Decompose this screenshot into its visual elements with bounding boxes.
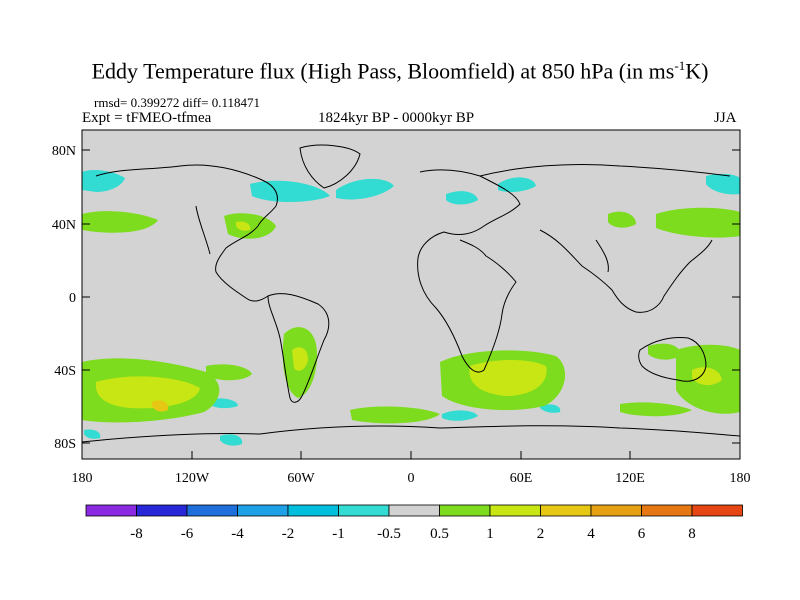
anomaly-cyan-north-atlantic-east — [336, 178, 394, 200]
colorbar-swatch — [287, 504, 339, 517]
lon-label-180w: 180 — [72, 471, 93, 486]
anomaly-green-indian-ocean — [648, 343, 681, 360]
colorbar-label: 0.5 — [430, 526, 449, 542]
colorbar-swatch — [691, 504, 743, 517]
coast-antarctica — [81, 425, 741, 443]
anomaly-green-asia-east — [608, 211, 636, 228]
anomaly-cyan-europe — [446, 191, 478, 205]
lat-label-0: 0 — [69, 291, 76, 306]
coast-asia — [479, 163, 731, 313]
colorbar-swatch — [136, 504, 188, 517]
colorbar-swatch — [388, 504, 440, 517]
colorbar-swatch — [540, 504, 592, 517]
colorbar — [85, 504, 743, 517]
coast-south-america — [267, 293, 330, 403]
anomaly-green-north-pacific-east — [656, 207, 740, 238]
anomaly-yellow-north-america — [236, 221, 251, 231]
colorbar-swatch — [85, 504, 137, 517]
colorbar-swatch — [237, 504, 289, 517]
colorbar-label: -1 — [332, 526, 345, 542]
colorbar-swatch — [489, 504, 541, 517]
anomaly-cyan-antarctic-west — [84, 429, 101, 439]
anomaly-green-southern-ocean — [350, 406, 440, 424]
anomaly-cyan-pacific-north — [82, 170, 125, 192]
colorbar-label: -8 — [130, 526, 143, 542]
colorbar-swatch — [338, 504, 390, 517]
experiment-label: Expt = tFMEO-tfmea — [82, 110, 212, 126]
lon-label-0: 0 — [408, 471, 415, 486]
lat-label-80n: 80N — [52, 144, 76, 159]
colorbar-swatch — [641, 504, 693, 517]
title-superscript: -1 — [674, 58, 686, 73]
anomaly-cyan-antarctic-pacific — [220, 434, 243, 446]
coast-australia — [638, 337, 707, 382]
coast-north-america — [95, 164, 278, 302]
anomaly-cyan-southern-ocean-1 — [442, 410, 478, 421]
season-label: JJA — [714, 110, 737, 126]
stats-text: rmsd= 0.399272 diff= 0.118471 — [94, 95, 260, 110]
lat-label-40n: 40N — [52, 218, 76, 233]
colorbar-swatch — [590, 504, 642, 517]
title-main: Eddy Temperature flux (High Pass, Bloomf… — [91, 58, 675, 84]
period-label: 1824kyr BP - 0000kyr BP — [318, 110, 475, 126]
title-end: K) — [685, 58, 709, 84]
anomaly-yellow-south-america — [292, 347, 308, 371]
colorbar-label: 2 — [537, 526, 545, 542]
colorbar-label: -6 — [181, 526, 194, 542]
anomaly-yellow-south-pacific — [95, 376, 200, 409]
anomaly-cyan-north-atlantic-west — [250, 180, 330, 202]
lon-label-180e: 180 — [730, 471, 751, 486]
colorbar-swatch — [439, 504, 491, 517]
lon-label-120w: 120W — [175, 471, 210, 486]
colorbar-label: 4 — [587, 526, 595, 542]
anomaly-green-south-pacific-central — [206, 364, 252, 381]
colorbar-label: 1 — [486, 526, 494, 542]
colorbar-label: -4 — [231, 526, 244, 542]
anomaly-yellow-australia-south — [692, 367, 722, 386]
anomaly-cyan-arctic-east — [706, 173, 740, 195]
anomaly-yellow-south-atlantic — [469, 360, 547, 396]
coast-europe-africa — [417, 169, 521, 373]
colorbar-label: 6 — [638, 526, 646, 542]
lat-label-80s: 80S — [54, 437, 76, 452]
anomaly-cyan-southern-ocean-2 — [540, 404, 561, 413]
coast-greenland — [299, 144, 361, 189]
lon-label-120e: 120E — [615, 471, 645, 486]
map-title: Eddy Temperature flux (High Pass, Bloomf… — [0, 58, 800, 84]
colorbar-labels: -8 -6 -4 -2 -1 -0.5 0.5 1 2 4 6 8 — [130, 526, 696, 542]
anomaly-cyan-siberia — [498, 177, 536, 193]
anomaly-green-southern-ocean-east — [620, 402, 692, 417]
anomaly-orange-south-pacific — [152, 400, 169, 412]
colorbar-label: -2 — [282, 526, 295, 542]
colorbar-label: -0.5 — [377, 526, 401, 542]
lon-label-60w: 60W — [287, 471, 315, 486]
lon-label-60e: 60E — [510, 471, 533, 486]
colorbar-label: 8 — [688, 526, 696, 542]
anomaly-green-north-pacific — [82, 211, 158, 233]
colorbar-swatch — [186, 504, 238, 517]
lat-label-40s: 40S — [54, 364, 76, 379]
